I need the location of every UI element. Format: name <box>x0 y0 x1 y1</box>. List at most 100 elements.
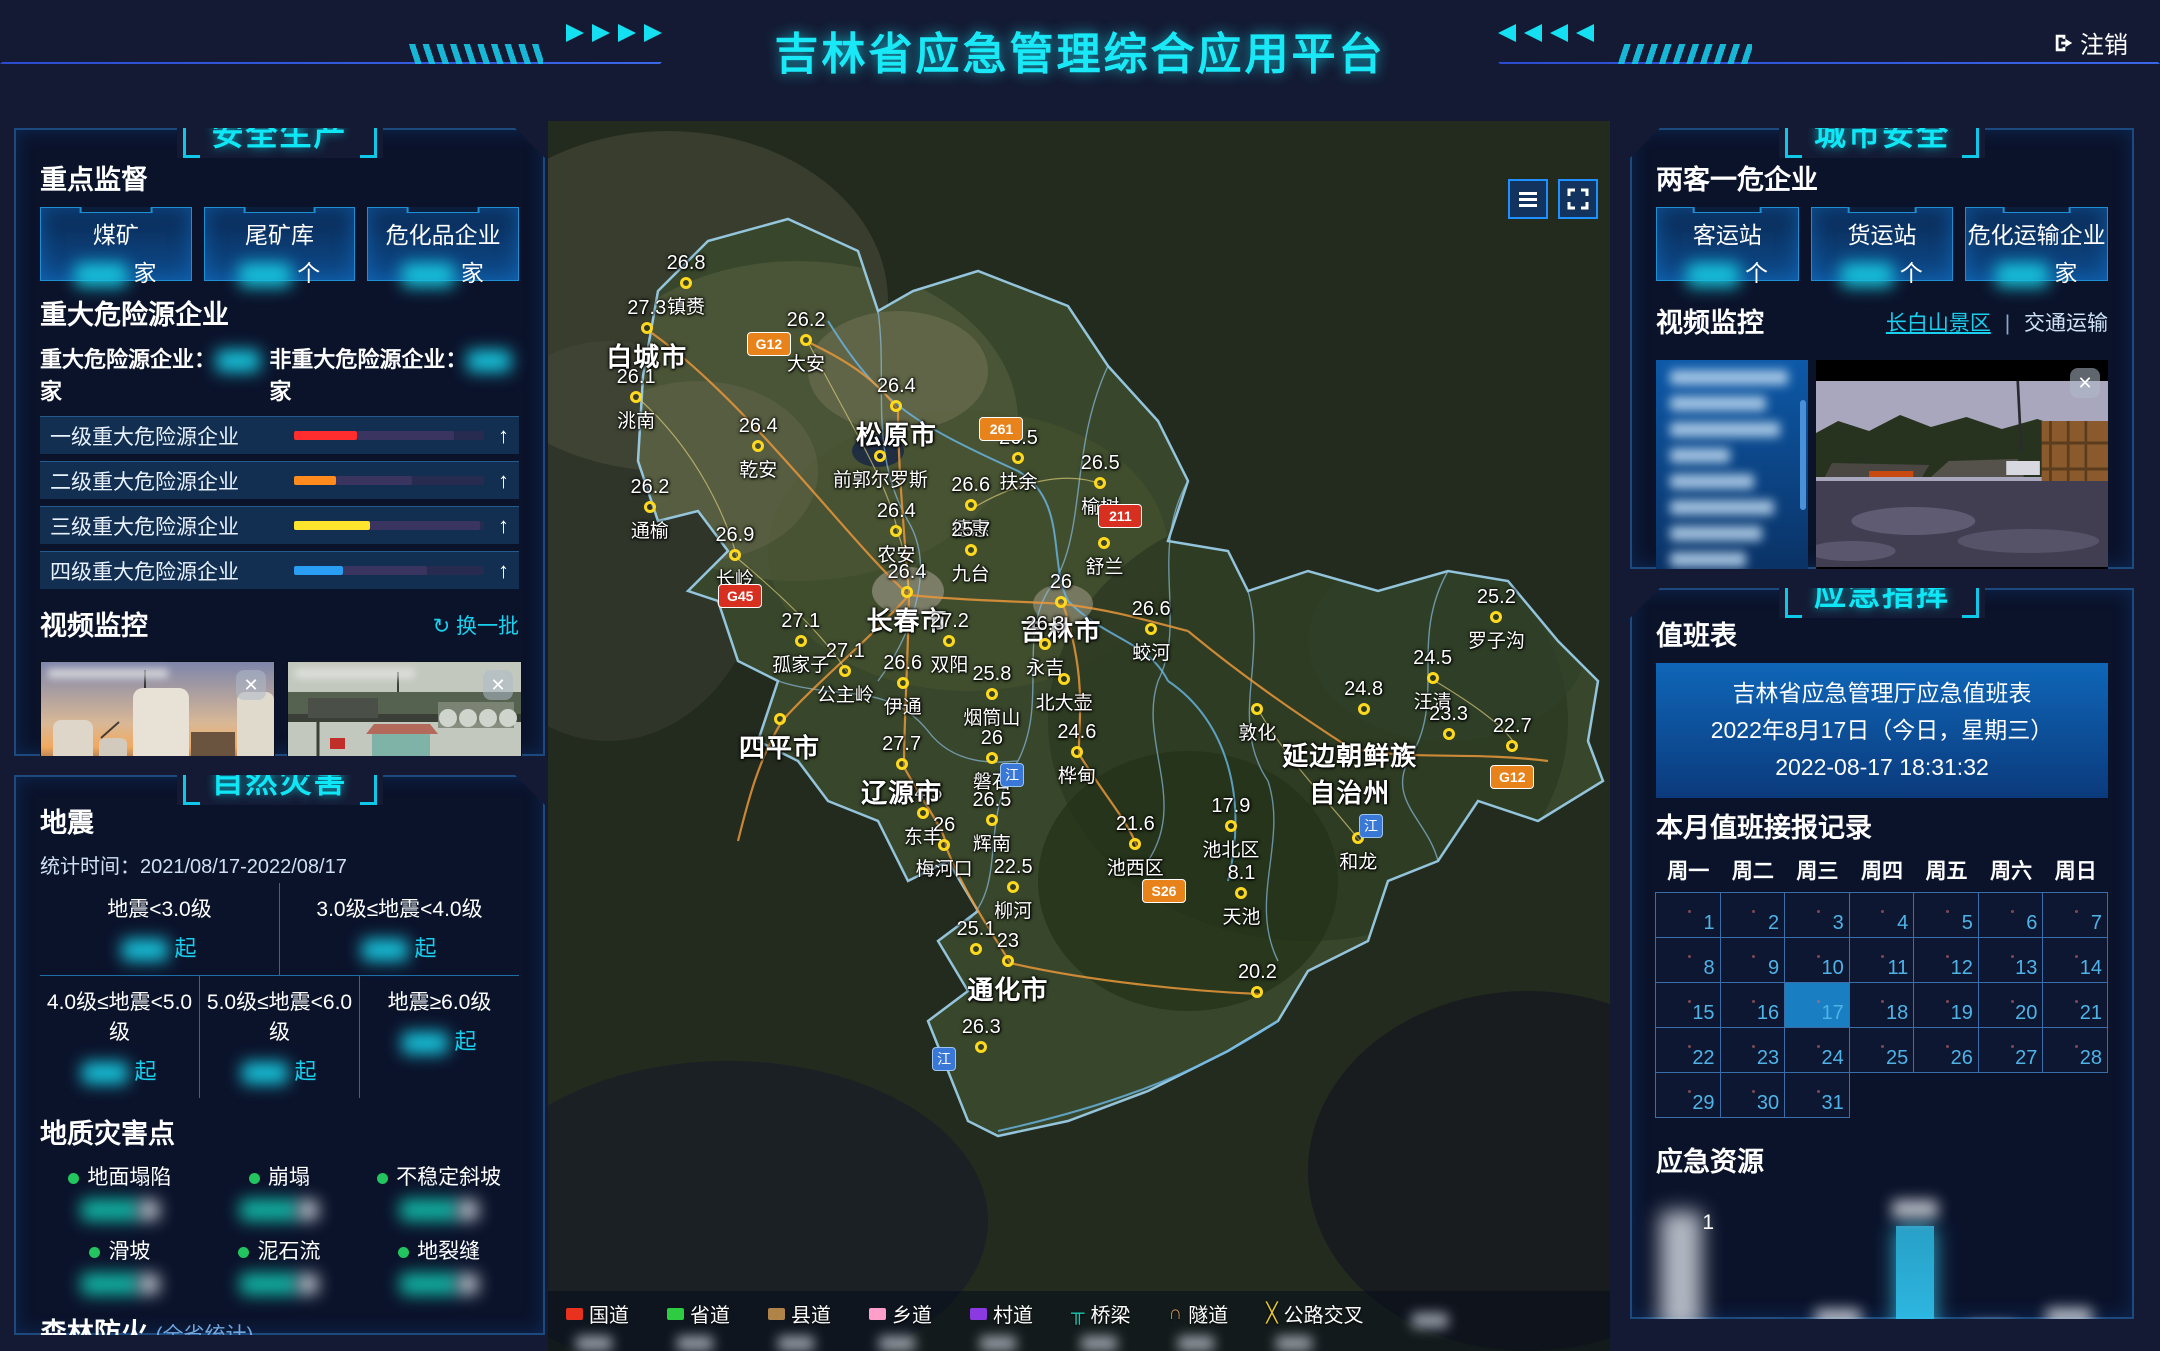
legend-label: 公路交叉 <box>1283 1305 1364 1327</box>
calendar-day[interactable]: 22 <box>1655 1027 1721 1073</box>
camera-list-item[interactable] <box>1670 526 1762 541</box>
calendar-day[interactable]: 18 <box>1848 982 1915 1028</box>
weather-station-marker <box>773 712 786 725</box>
calendar-day[interactable]: 1 <box>1655 892 1721 938</box>
header-line-left <box>0 62 662 64</box>
map-fullscreen-button[interactable] <box>1558 179 1598 219</box>
calendar-day[interactable]: 3 <box>1784 892 1850 938</box>
calendar-weekday: 周四 <box>1860 860 1903 883</box>
camera-list-item[interactable] <box>1670 370 1788 385</box>
video-heading: 视频监控 <box>40 611 148 641</box>
camera-list[interactable] <box>1656 360 1808 588</box>
calendar-day[interactable]: 15 <box>1655 982 1721 1028</box>
camera-list-scrollbar[interactable] <box>1800 400 1806 510</box>
logout-button[interactable]: 注销 <box>2047 24 2134 61</box>
calendar-day[interactable]: 21 <box>2042 982 2108 1028</box>
supervision-stat[interactable]: 危化品企业 家 <box>367 207 519 281</box>
weather-station-marker <box>839 664 852 677</box>
legend-item[interactable]: 乡道 <box>869 1299 932 1351</box>
station-temperature: 26.8 <box>666 252 706 275</box>
chart-value-blur <box>1738 1330 1784 1348</box>
legend-item[interactable]: ∩ 隧道 <box>1168 1299 1228 1351</box>
calendar-day[interactable]: 30 <box>1719 1072 1786 1118</box>
calendar-day[interactable]: 11 <box>1848 937 1915 983</box>
duty-schedule-box[interactable]: 吉林省应急管理厅应急值班表 2022年8月17日（今日，星期三） 2022-08… <box>1656 663 2108 798</box>
calendar-day[interactable]: 28 <box>2042 1027 2108 1073</box>
city-stat[interactable]: 货运站 个 <box>1810 207 1954 287</box>
calendar-day[interactable]: 27 <box>1977 1027 2044 1073</box>
close-icon[interactable]: ✕ <box>483 670 513 700</box>
legend-item[interactable]: 县道 <box>768 1299 831 1351</box>
close-icon[interactable]: ✕ <box>236 670 266 700</box>
calendar-day[interactable]: 16 <box>1719 982 1786 1028</box>
calendar-day[interactable]: 19 <box>1913 982 1979 1028</box>
calendar-day[interactable]: 17 <box>1784 982 1850 1028</box>
camera-video[interactable]: ✕ <box>1816 360 2108 569</box>
camera-list-item[interactable] <box>1670 396 1766 411</box>
close-icon[interactable]: ✕ <box>2070 368 2100 398</box>
calendar-day[interactable]: 5 <box>1913 892 1979 938</box>
weather-station-marker <box>643 501 656 514</box>
station-temperature: 26 <box>933 814 956 837</box>
city-stat[interactable]: 危化运输企业 家 <box>1965 207 2109 287</box>
supervision-stat[interactable]: 尾矿库 个 <box>204 207 356 281</box>
calendar-day[interactable]: 4 <box>1848 892 1915 938</box>
link-jiaotong[interactable]: 交通运输 <box>2024 311 2108 335</box>
geo-point: 崩塌 <box>200 1161 360 1221</box>
camera-list-item[interactable] <box>1670 500 1774 515</box>
calendar-day[interactable]: 23 <box>1719 1027 1786 1073</box>
legend-color-chip <box>869 1307 886 1320</box>
calendar-day[interactable]: 31 <box>1784 1072 1850 1118</box>
hazard-level-track <box>294 431 484 440</box>
map-layers-button[interactable] <box>1508 179 1548 219</box>
province-map[interactable]: 26.8 镇赉 27.3 白城市 26.2 大安 26.1 洮南 26.4 松原市 前郭尔罗斯 26.… <box>548 121 1610 1351</box>
calendar-day[interactable]: 8 <box>1655 937 1721 983</box>
city-camera-area: ✕ <box>1656 360 2108 588</box>
legend-label: 省道 <box>690 1305 730 1327</box>
city-stat-label: 货运站 <box>1847 222 1917 248</box>
calendar-day[interactable]: 10 <box>1784 937 1850 983</box>
legend-label: 桥梁 <box>1090 1305 1131 1327</box>
camera-list-item[interactable] <box>1670 422 1780 437</box>
link-changbaishan[interactable]: 长白山景区 <box>1885 311 1991 335</box>
station-temperature: 26.1 <box>616 365 656 388</box>
calendar-day[interactable]: 7 <box>2042 892 2108 938</box>
calendar-day[interactable]: 14 <box>2042 937 2108 983</box>
calendar-day[interactable]: 24 <box>1784 1027 1850 1073</box>
calendar-day[interactable]: 26 <box>1913 1027 1979 1073</box>
city-stats: 客运站 个货运站 个危化运输企业 家 <box>1656 207 2109 287</box>
station-temperature: 27.2 <box>929 610 969 633</box>
logout-icon <box>2055 34 2073 51</box>
weather-station-marker <box>985 688 998 701</box>
refresh-batch-link[interactable]: ↻ 换一批 <box>432 614 519 638</box>
hazard-level-rest <box>357 431 454 440</box>
page-title: 吉林省应急管理综合应用平台 <box>774 30 1386 79</box>
weather-station-marker <box>943 635 956 648</box>
supervision-stat[interactable]: 煤矿 家 <box>40 207 192 281</box>
city-stat-label: 客运站 <box>1692 222 1762 248</box>
calendar-day[interactable]: 9 <box>1719 937 1786 983</box>
calendar-day[interactable]: 20 <box>1977 982 2044 1028</box>
calendar-day[interactable]: 29 <box>1655 1072 1721 1118</box>
calendar-day[interactable]: 2 <box>1719 892 1786 938</box>
camera-list-item[interactable] <box>1670 578 1770 588</box>
legend-item[interactable]: 村道 <box>970 1299 1033 1351</box>
city-stat[interactable]: 客运站 个 <box>1656 207 1799 287</box>
calendar-weekday: 周三 <box>1796 860 1839 883</box>
weather-station-marker <box>1094 476 1107 489</box>
calendar-day[interactable]: 13 <box>1977 937 2044 983</box>
legend-count-blur <box>778 1336 814 1351</box>
legend-item[interactable]: 省道 <box>667 1299 730 1351</box>
calendar-day[interactable]: 12 <box>1913 937 1979 983</box>
weather-station-marker <box>895 758 908 771</box>
camera-list-item[interactable] <box>1670 474 1754 489</box>
camera-list-item[interactable] <box>1670 448 1730 463</box>
camera-list-item[interactable] <box>1670 552 1746 567</box>
legend-item[interactable]: ╳ 公路交叉 <box>1266 1299 1364 1351</box>
calendar-day[interactable]: 6 <box>1977 892 2044 938</box>
chart-value-blur <box>1969 1325 2015 1343</box>
legend-item[interactable]: 国道 <box>566 1299 629 1351</box>
quake-cell: 地震<3.0级 起 <box>40 883 280 975</box>
calendar-day[interactable]: 25 <box>1848 1027 1915 1073</box>
legend-item[interactable]: ╥ 桥梁 <box>1071 1299 1130 1351</box>
